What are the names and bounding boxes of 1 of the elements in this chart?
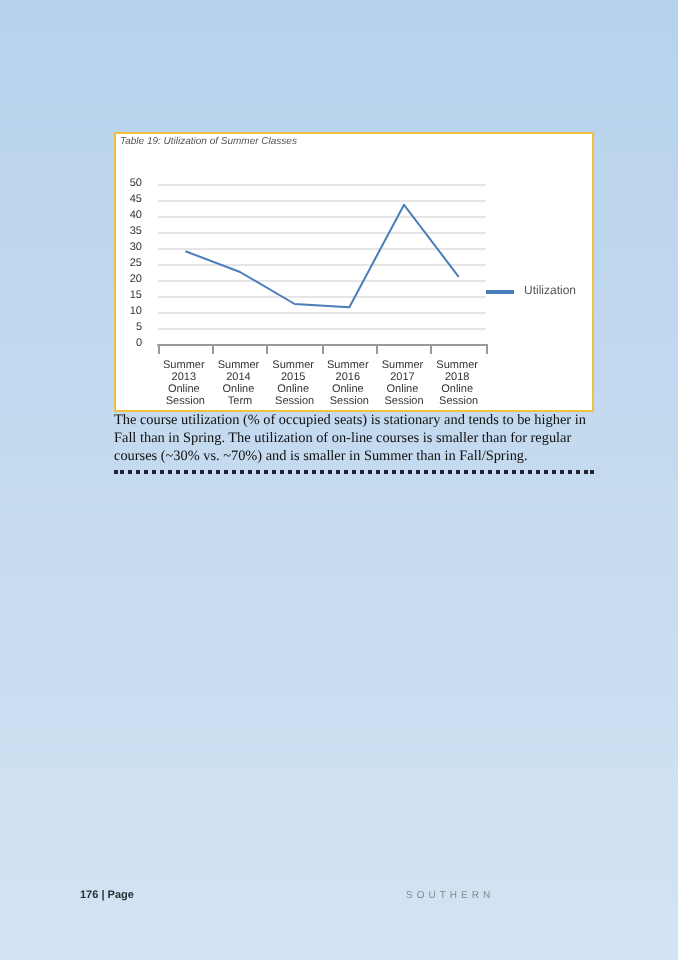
line-series: [184, 203, 460, 309]
